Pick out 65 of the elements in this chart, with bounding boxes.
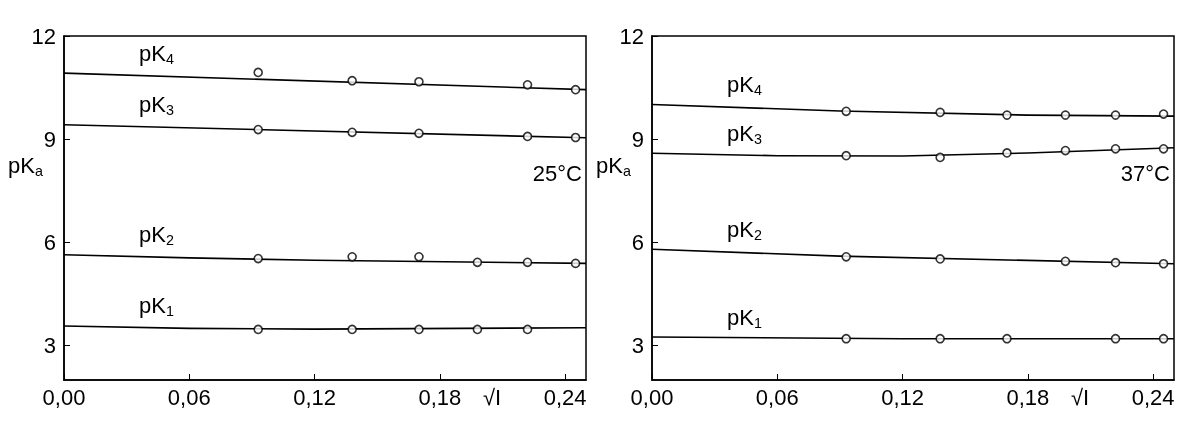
point xyxy=(935,333,945,344)
point xyxy=(414,324,424,335)
point xyxy=(1060,256,1071,267)
point xyxy=(522,80,533,90)
point xyxy=(347,252,357,262)
point xyxy=(253,67,263,78)
point xyxy=(1110,110,1121,120)
point xyxy=(1002,148,1012,158)
y-tick-label: 3 xyxy=(43,333,56,359)
annotation: 37°C xyxy=(1120,160,1171,186)
point xyxy=(570,258,581,269)
point xyxy=(935,152,945,163)
point xyxy=(1060,110,1071,120)
point xyxy=(414,252,424,262)
point xyxy=(570,84,581,95)
point xyxy=(253,253,263,264)
point xyxy=(841,150,851,161)
x-tick-label: 0,06 xyxy=(167,384,211,410)
y-tick-label: 6 xyxy=(43,229,56,255)
x-tick-label: 0,18 xyxy=(418,384,462,410)
y-tick-label: 6 xyxy=(631,229,644,255)
point xyxy=(1002,333,1012,344)
point xyxy=(522,324,533,335)
point xyxy=(347,75,357,86)
point xyxy=(347,324,357,335)
point xyxy=(570,132,581,143)
y-tick-label: 3 xyxy=(631,333,644,359)
point xyxy=(472,324,483,335)
x-tick-label: 0,24 xyxy=(1131,384,1175,410)
x-tick-label: 0,24 xyxy=(543,384,587,410)
x-tick-label: 0,00 xyxy=(42,384,86,410)
point xyxy=(935,254,945,264)
y-tick-label: 12 xyxy=(619,23,644,49)
x-tick-label: 0,00 xyxy=(630,384,674,410)
x-axis-title: √I xyxy=(1070,384,1090,410)
point xyxy=(522,131,533,142)
point xyxy=(253,324,263,335)
point xyxy=(841,106,851,117)
point xyxy=(935,107,945,118)
y-tick-label: 9 xyxy=(43,126,56,152)
point xyxy=(841,252,851,262)
point xyxy=(1110,144,1121,154)
point xyxy=(1158,144,1169,154)
x-tick-label: 0,18 xyxy=(1006,384,1050,410)
point xyxy=(253,124,263,135)
x-tick-label: 0,06 xyxy=(755,384,799,410)
point xyxy=(841,333,851,344)
x-axis-title: √I xyxy=(482,384,502,410)
point xyxy=(1158,109,1169,119)
point xyxy=(414,76,424,87)
point xyxy=(1110,257,1121,268)
point xyxy=(1002,110,1012,120)
point xyxy=(472,257,483,268)
point xyxy=(1158,258,1169,269)
annotation: 25°C xyxy=(532,160,583,186)
y-tick-label: 9 xyxy=(631,126,644,152)
x-tick-label: 0,12 xyxy=(881,384,924,410)
point xyxy=(522,257,533,268)
x-tick-label: 0,12 xyxy=(293,384,336,410)
point xyxy=(347,127,357,138)
point xyxy=(414,128,424,139)
point xyxy=(1158,333,1169,344)
y-tick-label: 12 xyxy=(31,23,56,49)
point xyxy=(1060,145,1071,156)
point xyxy=(1110,333,1121,344)
